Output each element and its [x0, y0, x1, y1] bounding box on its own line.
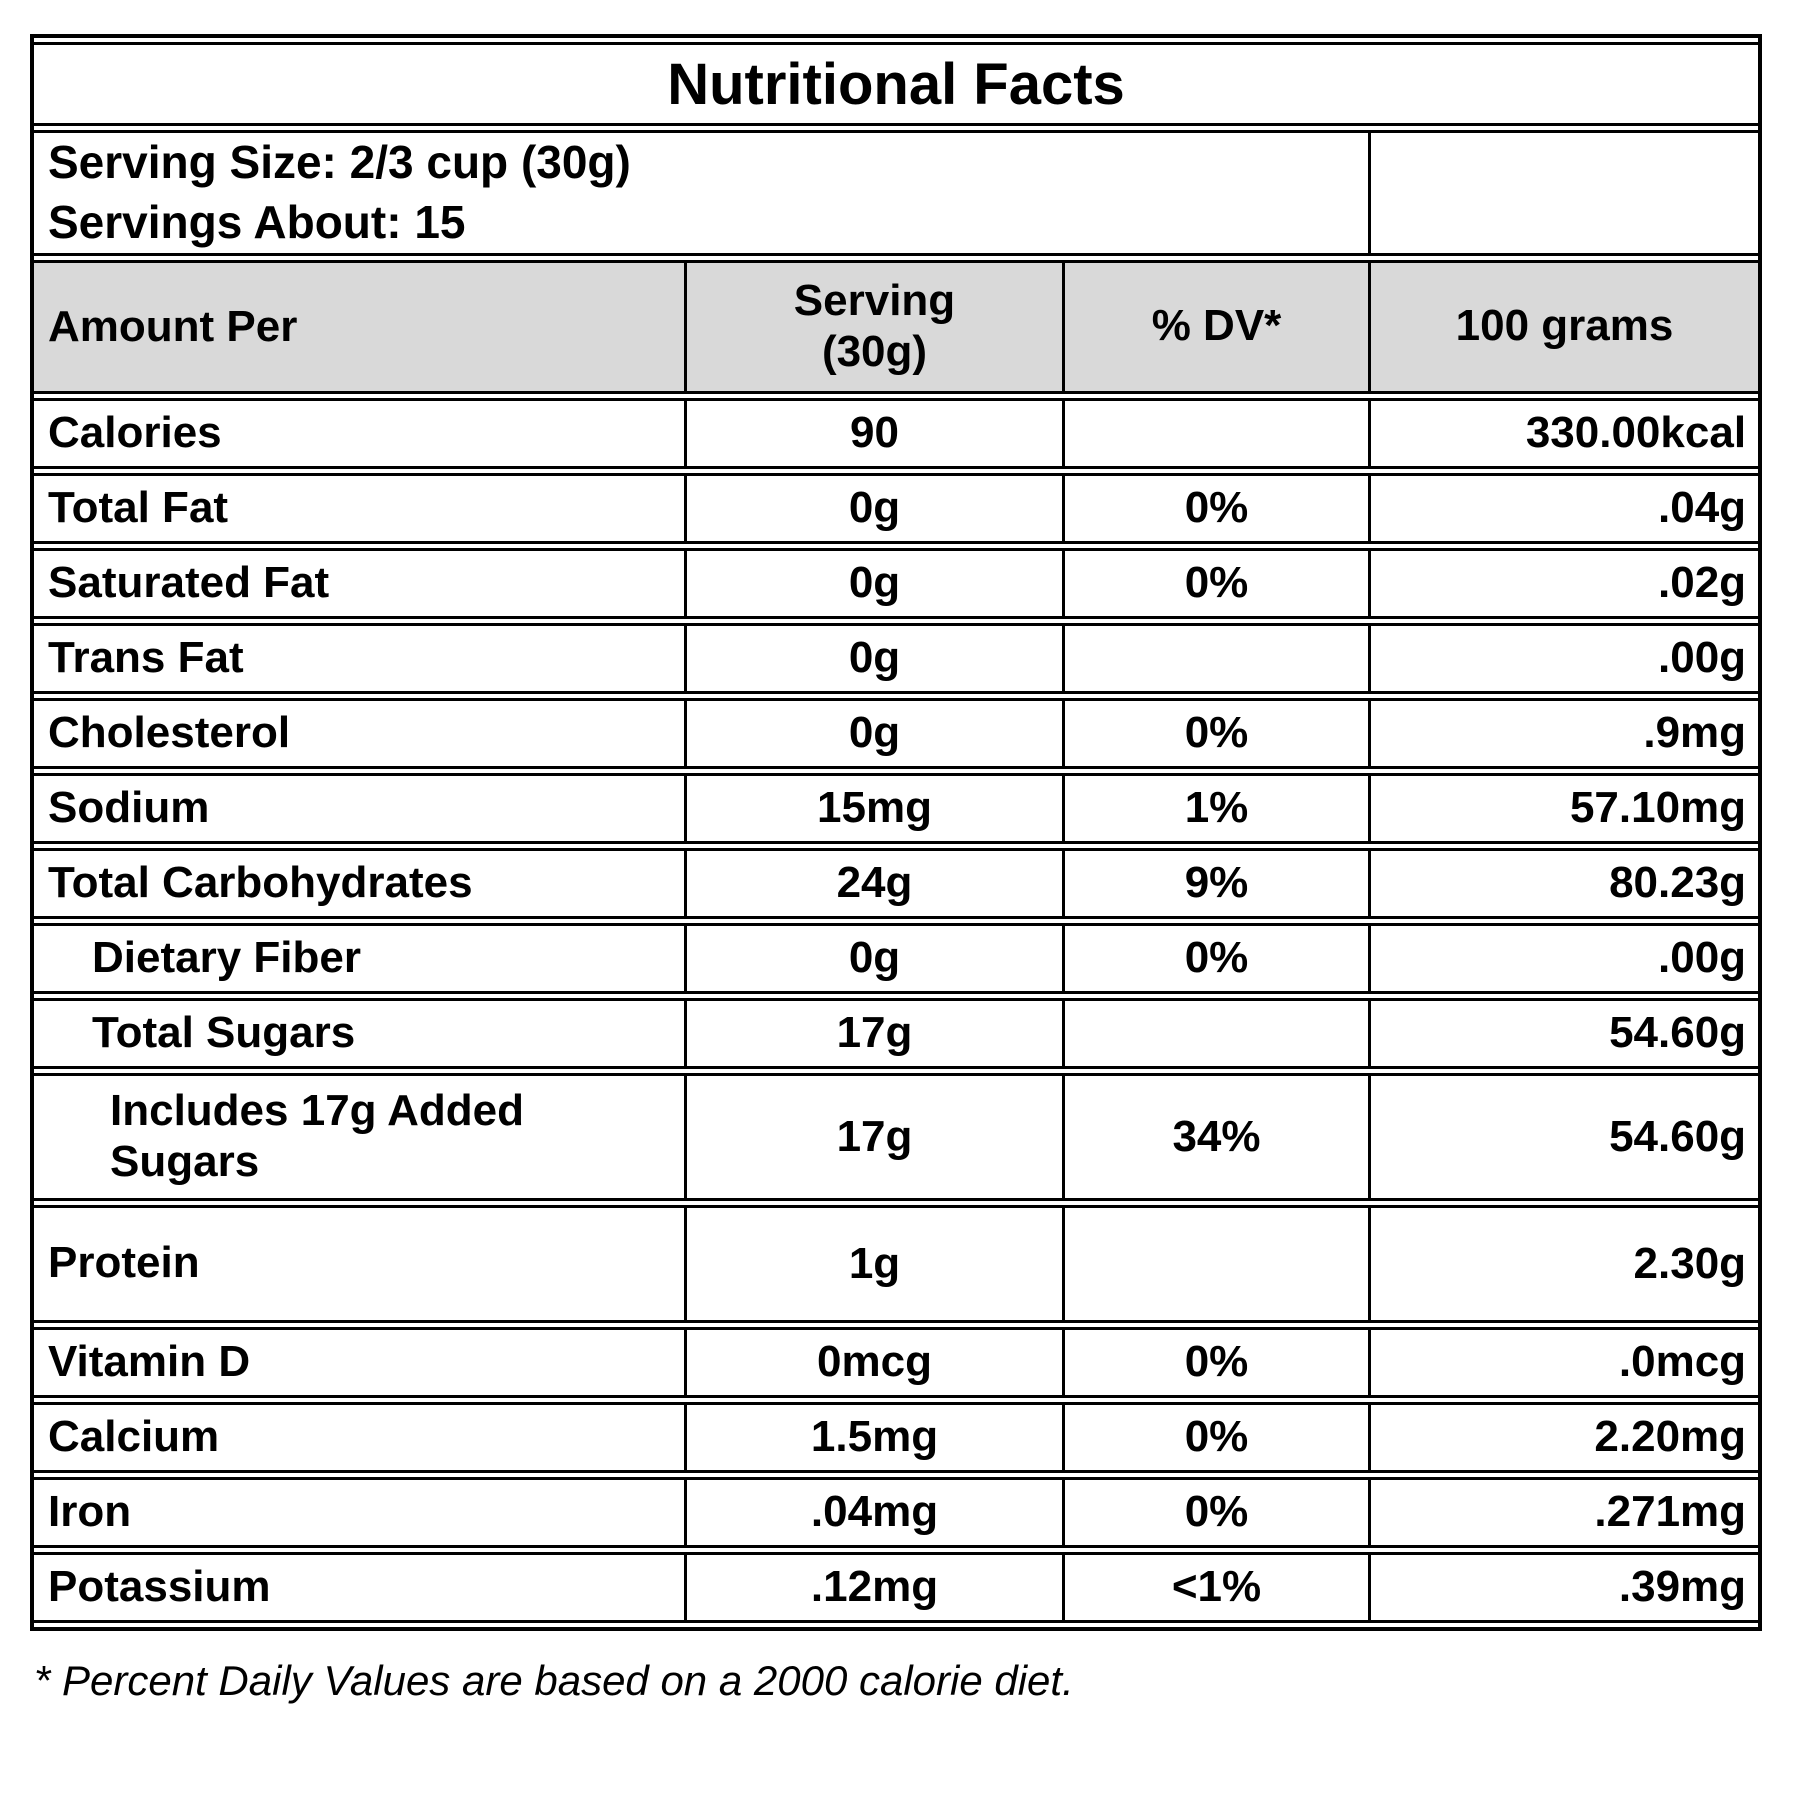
row-label: Total Carbohydrates [34, 847, 684, 919]
serving-value: 17g [684, 997, 1062, 1069]
serving-value: .04mg [684, 1476, 1062, 1548]
table-row: Calcium 1.5mg 0% 2.20mg [34, 1401, 1759, 1473]
row-label: Sodium [34, 772, 684, 844]
dv-value: 0% [1062, 1401, 1368, 1473]
row-label: Total Fat [34, 472, 684, 544]
table-row: Sodium 15mg 1% 57.10mg [34, 772, 1759, 844]
daily-values-footnote: * Percent Daily Values are based on a 20… [34, 1656, 1074, 1704]
table-row: Protein 1g 2.30g [34, 1204, 1759, 1323]
column-header-dv: % DV* [1062, 259, 1368, 394]
row-label: Cholesterol [34, 697, 684, 769]
dv-value [1062, 997, 1368, 1069]
dv-value: 0% [1062, 922, 1368, 994]
per-100g-value: 54.60g [1368, 1072, 1759, 1201]
table-row: Serving Size: 2/3 cup (30g) Servings Abo… [34, 130, 1759, 256]
column-header-amount-per: Amount Per [34, 259, 684, 394]
table-row: Nutritional Facts [34, 42, 1759, 126]
table-row: Total Fat 0g 0% .04g [34, 472, 1759, 544]
per-100g-value: .02g [1368, 547, 1759, 619]
per-100g-value: 80.23g [1368, 847, 1759, 919]
serving-value: 1g [684, 1204, 1062, 1323]
serving-value: 24g [684, 847, 1062, 919]
row-label: Calcium [34, 1401, 684, 1473]
serving-value: 0g [684, 697, 1062, 769]
dv-value: 0% [1062, 472, 1368, 544]
table-row: Dietary Fiber 0g 0% .00g [34, 922, 1759, 994]
dv-value: <1% [1062, 1551, 1368, 1623]
dv-value: 9% [1062, 847, 1368, 919]
per-100g-value: .9mg [1368, 697, 1759, 769]
row-label: Total Sugars [34, 997, 684, 1069]
empty-cell [1368, 130, 1759, 256]
table-row: Total Carbohydrates 24g 9% 80.23g [34, 847, 1759, 919]
row-label: Dietary Fiber [34, 922, 684, 994]
column-header-serving: Serving (30g) [684, 259, 1062, 394]
table-row: Total Sugars 17g 54.60g [34, 997, 1759, 1069]
dv-value: 0% [1062, 547, 1368, 619]
serving-value: .12mg [684, 1551, 1062, 1623]
dv-value [1062, 397, 1368, 469]
servings-about-line: Servings About: 15 [48, 195, 466, 248]
serving-value: 0g [684, 922, 1062, 994]
dv-value [1062, 622, 1368, 694]
row-label: Potassium [34, 1551, 684, 1623]
table-header-row: Amount Per Serving (30g) % DV* 100 grams [34, 259, 1759, 394]
per-100g-value: .39mg [1368, 1551, 1759, 1623]
table-row: Vitamin D 0mcg 0% .0mcg [34, 1326, 1759, 1398]
dv-value: 0% [1062, 697, 1368, 769]
per-100g-value: .271mg [1368, 1476, 1759, 1548]
per-100g-value: 54.60g [1368, 997, 1759, 1069]
serving-info-cell: Serving Size: 2/3 cup (30g) Servings Abo… [34, 130, 1368, 256]
column-header-100-grams: 100 grams [1368, 259, 1759, 394]
serving-value: 1.5mg [684, 1401, 1062, 1473]
dv-value: 0% [1062, 1476, 1368, 1548]
dv-value: 0% [1062, 1326, 1368, 1398]
dv-value [1062, 1204, 1368, 1323]
table-row: Calories 90 330.00kcal [34, 397, 1759, 469]
nutrition-table: Nutritional Facts Serving Size: 2/3 cup … [30, 34, 1763, 1631]
table-row: Iron .04mg 0% .271mg [34, 1476, 1759, 1548]
per-100g-value: 57.10mg [1368, 772, 1759, 844]
table-row: Saturated Fat 0g 0% .02g [34, 547, 1759, 619]
row-label: Vitamin D [34, 1326, 684, 1398]
serving-value: 0g [684, 472, 1062, 544]
serving-value: 15mg [684, 772, 1062, 844]
serving-value: 0g [684, 622, 1062, 694]
table-row: Trans Fat 0g .00g [34, 622, 1759, 694]
nutrition-label: Nutritional Facts Serving Size: 2/3 cup … [30, 34, 1763, 1704]
row-label: Protein [34, 1204, 684, 1323]
row-label: Trans Fat [34, 622, 684, 694]
row-label: Iron [34, 1476, 684, 1548]
per-100g-value: .04g [1368, 472, 1759, 544]
serving-size-line: Serving Size: 2/3 cup (30g) [48, 136, 631, 188]
row-label: Calories [34, 397, 684, 469]
serving-value: 0g [684, 547, 1062, 619]
table-row: Includes 17g Added Sugars 17g 34% 54.60g [34, 1072, 1759, 1201]
row-label: Saturated Fat [34, 547, 684, 619]
per-100g-value: .00g [1368, 922, 1759, 994]
serving-value: 90 [684, 397, 1062, 469]
serving-value: 17g [684, 1072, 1062, 1201]
per-100g-value: .0mcg [1368, 1326, 1759, 1398]
per-100g-value: .00g [1368, 622, 1759, 694]
per-100g-value: 2.30g [1368, 1204, 1759, 1323]
table-row: Cholesterol 0g 0% .9mg [34, 697, 1759, 769]
table-row: Potassium .12mg <1% .39mg [34, 1551, 1759, 1623]
per-100g-value: 2.20mg [1368, 1401, 1759, 1473]
per-100g-value: 330.00kcal [1368, 397, 1759, 469]
serving-value: 0mcg [684, 1326, 1062, 1398]
dv-value: 34% [1062, 1072, 1368, 1201]
row-label: Includes 17g Added Sugars [34, 1072, 684, 1201]
dv-value: 1% [1062, 772, 1368, 844]
page-title: Nutritional Facts [34, 42, 1759, 126]
